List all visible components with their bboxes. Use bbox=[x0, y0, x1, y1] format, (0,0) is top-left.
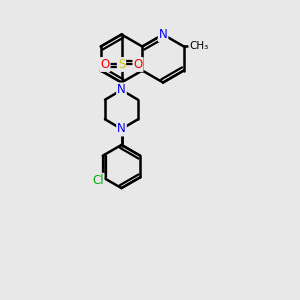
Text: O: O bbox=[100, 58, 109, 71]
Text: CH₃: CH₃ bbox=[189, 41, 208, 52]
Text: N: N bbox=[117, 122, 126, 136]
Text: S: S bbox=[118, 58, 125, 71]
Text: Cl: Cl bbox=[92, 174, 103, 187]
Text: N: N bbox=[117, 83, 126, 97]
Text: N: N bbox=[159, 28, 167, 41]
Text: O: O bbox=[134, 58, 142, 71]
